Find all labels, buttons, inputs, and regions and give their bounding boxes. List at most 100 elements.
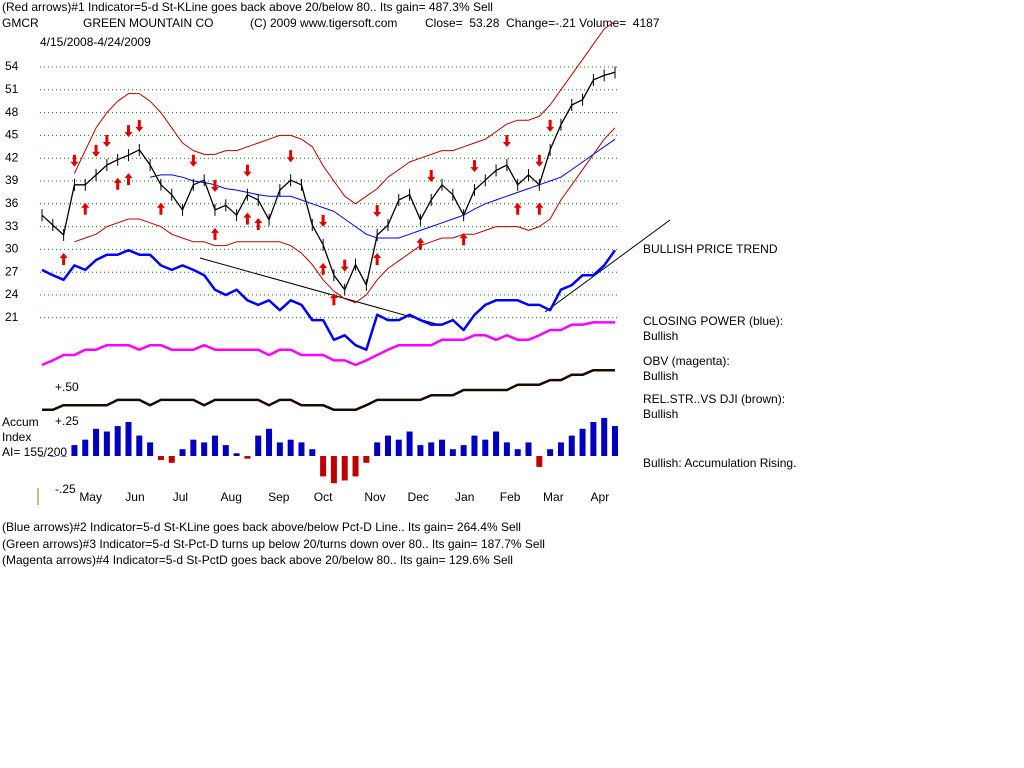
accum-bar [428,442,435,456]
accum-bar [60,456,67,457]
trend-label: BULLISH PRICE TREND [643,242,778,256]
x-tick-label: Jul [173,490,188,504]
sell-arrow [210,179,219,192]
footer-line: (Magenta arrows)#4 Indicator=5-d St-PctD… [2,553,513,567]
accum-bar [71,445,78,456]
indicator-line [41,321,615,367]
y-tick-label: 51 [5,82,19,96]
indicator-status: Bullish [643,369,678,383]
accum-bar [449,449,456,456]
x-tick-label: May [79,490,102,504]
buy-arrow [535,202,544,215]
accum-bar [406,431,413,456]
sell-arrow [70,154,79,167]
band-line [73,20,616,205]
accum-bar [568,435,575,456]
sell-arrow [286,150,295,163]
accum-bar [590,422,597,456]
y-tick-label: 24 [5,287,19,301]
date-range: 4/15/2008-4/24/2009 [40,35,151,49]
accum-bar [460,445,467,456]
accum-bar [320,456,327,477]
accum-bar [255,435,262,456]
trend-line [199,257,441,326]
y-tick-label: 48 [5,105,19,119]
y-tick-label: 21 [5,310,19,324]
indicator-label: OBV (magenta): [643,354,730,368]
x-tick-label: Jun [125,490,144,504]
accum-bar [244,456,251,459]
accum-status: Bullish: Accumulation Rising. [643,456,796,470]
accum-bar [266,428,273,456]
sell-arrow [135,119,144,132]
symbol: GMCR [2,16,39,30]
accum-bar [536,456,543,467]
buy-arrow [210,227,219,240]
accum-bar [39,456,45,457]
accum-bar [601,417,608,456]
accum-bar [114,426,121,456]
buy-arrow [329,293,338,306]
y-tick-label: 42 [5,150,19,164]
x-tick-label: Mar [543,490,564,504]
y-tick-label: 54 [5,59,19,73]
accum-bar [298,442,305,456]
accum-bar [179,449,186,456]
accum-bar [557,442,564,456]
footer-line: (Blue arrows)#2 Indicator=5-d St-KLine g… [2,520,521,534]
y-tick-label: 30 [5,242,19,256]
indicator-line [42,368,615,412]
accum-bar [276,442,283,456]
accum-bar [363,456,370,463]
accum-bar [49,456,56,457]
accum-bar [211,435,218,456]
sell-arrow [546,119,555,132]
sell-arrow [340,259,349,272]
buy-arrow [319,262,328,275]
indicator-label: REL.STR..VS DJI (brown): [643,392,785,406]
accum-bar [514,449,521,456]
y2-tick-label: -.25 [55,482,76,496]
x-tick-label: Dec [408,490,429,504]
band-line [74,127,616,304]
indicator-status: Bullish [643,329,678,343]
accum-bar [287,439,294,456]
buy-arrow [459,233,468,246]
buy-arrow [416,237,425,250]
x-tick-label: Jan [455,490,474,504]
y-tick-label: 39 [5,173,19,187]
sell-arrow [502,135,511,148]
ai-label: AI= 155/200 [2,445,67,459]
quote: Close= 53.28 Change=-.21 Volume= 4187 [425,16,660,30]
footer-line: (Green arrows)#3 Indicator=5-d St-Pct-D … [2,537,545,551]
accum-bar [330,456,337,484]
sell-arrow [535,154,544,167]
accum-bar [439,439,446,456]
x-tick-label: Aug [221,490,242,504]
accum-bar [395,439,402,456]
accum-bar [93,428,100,456]
sell-arrow [189,154,198,167]
accum-bar [157,456,164,461]
accum-bar [147,442,154,456]
accum-label: Index [2,430,31,444]
trend-line [544,219,671,313]
buy-arrow [373,252,382,265]
indicator-label: CLOSING POWER (blue): [643,314,783,328]
copyright: (C) 2009 www.tigersoft.com [250,16,397,30]
accum-bar [352,456,359,477]
accum-bar [471,435,478,456]
accum-label: Accum [2,415,39,429]
buy-arrow [513,202,522,215]
accum-bar [233,453,240,456]
accum-bar [384,435,391,456]
accum-bar [482,439,489,456]
indicator-status: Bullish [643,407,678,421]
accum-bar [168,456,175,463]
indicator-line [41,248,617,351]
accum-bar [125,422,132,456]
accum-bar [136,435,143,456]
accum-bar [103,431,110,456]
